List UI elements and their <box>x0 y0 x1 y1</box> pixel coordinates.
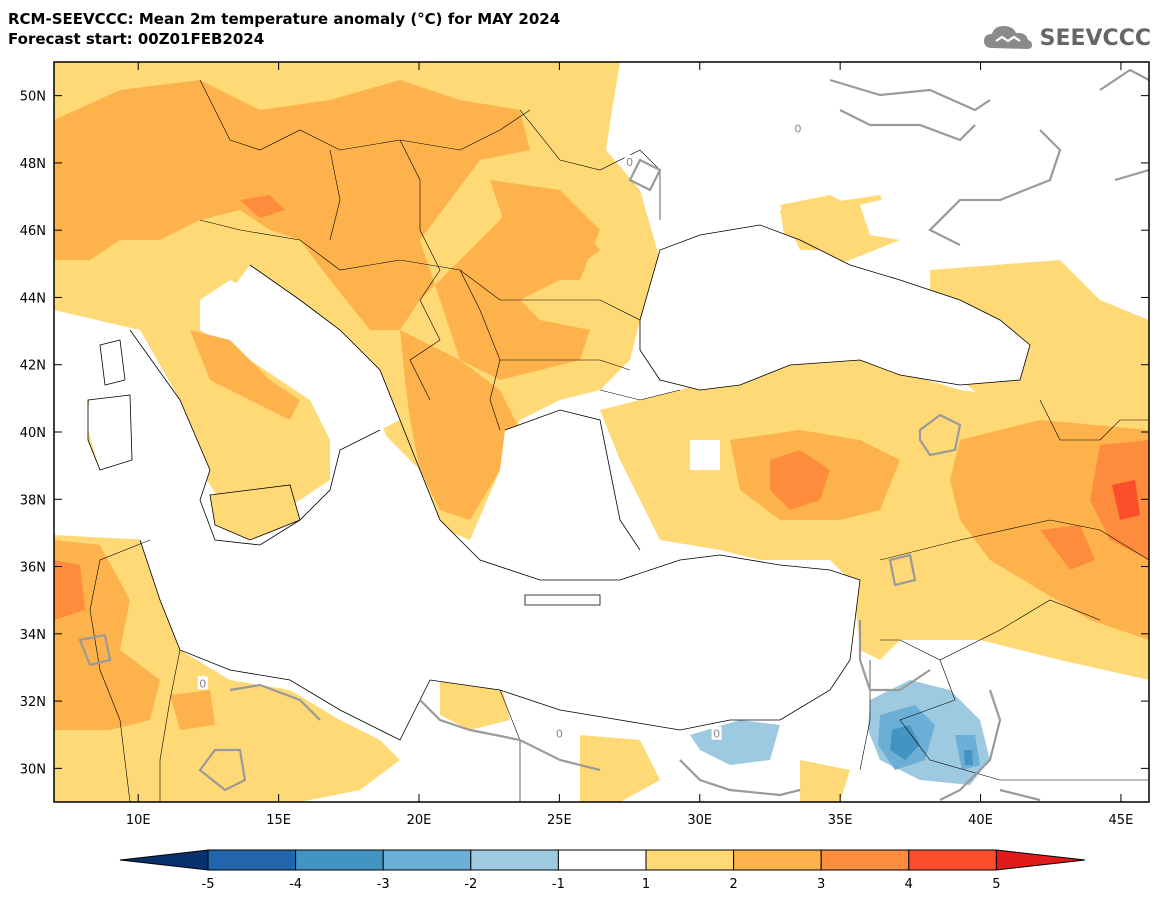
y-tick-label: 48N <box>20 157 46 172</box>
anomaly-region-anatolia-hot <box>770 450 830 510</box>
adriatic-sea <box>235 265 400 430</box>
colorbar-label: 5 <box>992 877 1000 892</box>
anomaly-region-levant-yellow <box>855 560 900 660</box>
y-tick-label: 40N <box>20 426 46 441</box>
anomaly-region-ukraine-orange <box>490 180 600 280</box>
colorbar-swatch <box>382 849 472 871</box>
x-tick-label: 40E <box>968 813 993 828</box>
anomaly-region-sicily <box>210 485 300 540</box>
colorbar-swatch <box>733 849 822 871</box>
anomaly-region-central-europe-orange <box>54 80 600 380</box>
y-tick-label: 38N <box>20 493 46 508</box>
contour-label: 0 <box>556 728 563 741</box>
colorbar-label: -2 <box>464 877 477 892</box>
colorbar-label: -5 <box>202 877 215 892</box>
anomaly-region-tunisia-yellow <box>54 535 400 802</box>
colorbar-swatch <box>557 849 647 871</box>
aegean-sea <box>500 410 640 580</box>
zero-contours <box>78 68 1149 802</box>
contour-label: 0 <box>626 156 633 169</box>
colorbar-label: 4 <box>905 877 913 892</box>
coastlines <box>87 224 1031 741</box>
colorbar-label: -3 <box>377 877 390 892</box>
y-tick-label: 36N <box>20 561 46 576</box>
anomaly-region-egypt-yellow <box>580 735 660 802</box>
contour-label-bg <box>554 726 565 740</box>
colorbar-swatch <box>295 849 384 871</box>
contour-label-bg <box>711 726 722 740</box>
y-tick-label: 42N <box>20 359 46 374</box>
cloud-icon <box>983 26 1032 49</box>
colorbar-swatch <box>820 849 910 871</box>
anomaly-region-libya-orange <box>170 690 215 730</box>
contour-label-bg <box>624 154 635 168</box>
anomaly-region-austria-hot <box>240 195 285 218</box>
contour-label-bg <box>793 121 804 135</box>
north-white-area <box>610 62 1149 260</box>
colorbar-label: 3 <box>817 877 825 892</box>
colorbar-extend-high <box>995 849 1086 871</box>
colorbar-swatch <box>207 849 297 871</box>
contour-label: 0 <box>713 728 720 741</box>
y-tick-label: 30N <box>20 762 46 777</box>
colorbar: -5 -4 -3 -2 -1 1 2 3 4 5 <box>119 849 1086 892</box>
anomaly-region-libya-yellow <box>440 680 510 730</box>
y-tick-label: 46N <box>20 224 46 239</box>
x-tick-label: 35E <box>828 813 853 828</box>
country-borders <box>89 79 1149 802</box>
black-sea <box>640 225 1030 390</box>
anomaly-region-iran-peak <box>1112 480 1140 520</box>
anomaly-region-sinai-yellow <box>800 760 850 802</box>
anomaly-region-balkans-orange <box>400 330 520 520</box>
caucasus-yellow-2 <box>1000 270 1080 320</box>
y-tick-label: 44N <box>20 291 46 306</box>
x-tick-label: 30E <box>687 813 712 828</box>
colorbar-label: -1 <box>552 877 565 892</box>
contour-label: 0 <box>795 122 802 135</box>
anomaly-region-jordan-coldest <box>890 725 920 760</box>
colorbar-swatch <box>645 849 735 871</box>
seevccc-logo: SEEVCCC <box>982 22 1151 54</box>
x-tick-label: 10E <box>126 813 151 828</box>
colorbar-label: 1 <box>642 877 650 892</box>
x-axis-ticks: 10E 15E 20E 25E 30E 35E 40E 45E <box>126 62 1133 828</box>
x-tick-label: 25E <box>547 813 572 828</box>
x-tick-label: 20E <box>407 813 432 828</box>
anomaly-region-algeria-hot <box>54 560 85 620</box>
contour-label-bg <box>197 676 208 690</box>
anomaly-region-iraq-hot <box>1040 525 1095 570</box>
white-spot-anatolia <box>690 440 720 470</box>
logo-text: SEEVCCC <box>1039 25 1151 51</box>
y-tick-label: 34N <box>20 628 46 643</box>
y-axis-ticks: 50N 48N 46N 44N 42N 40N 38N 36N 34N 32N 30N <box>20 90 1149 777</box>
anomaly-region-saudi-cooler <box>964 750 973 765</box>
colorbar-label: 2 <box>729 877 737 892</box>
colorbar-extend-low <box>119 849 209 871</box>
colorbar-swatch <box>908 849 997 871</box>
y-tick-label: 32N <box>20 695 46 710</box>
colorbar-label: -4 <box>289 877 302 892</box>
anomaly-region-italy-orange <box>190 330 300 420</box>
contour-label: 0 <box>199 677 206 690</box>
black-sea-north-land <box>780 195 860 250</box>
forecast-start-label: Forecast start: 00Z01FEB2024 <box>8 30 265 48</box>
map-title: RCM-SEEVCCC: Mean 2m temperature anomaly… <box>8 10 561 28</box>
x-tick-label: 15E <box>266 813 291 828</box>
colorbar-swatch <box>470 849 559 871</box>
mediterranean-sea <box>85 330 860 740</box>
contour-labels: 0 0 0 0 0 <box>197 121 804 741</box>
y-tick-label: 50N <box>20 90 46 105</box>
x-tick-label: 45E <box>1109 813 1134 828</box>
